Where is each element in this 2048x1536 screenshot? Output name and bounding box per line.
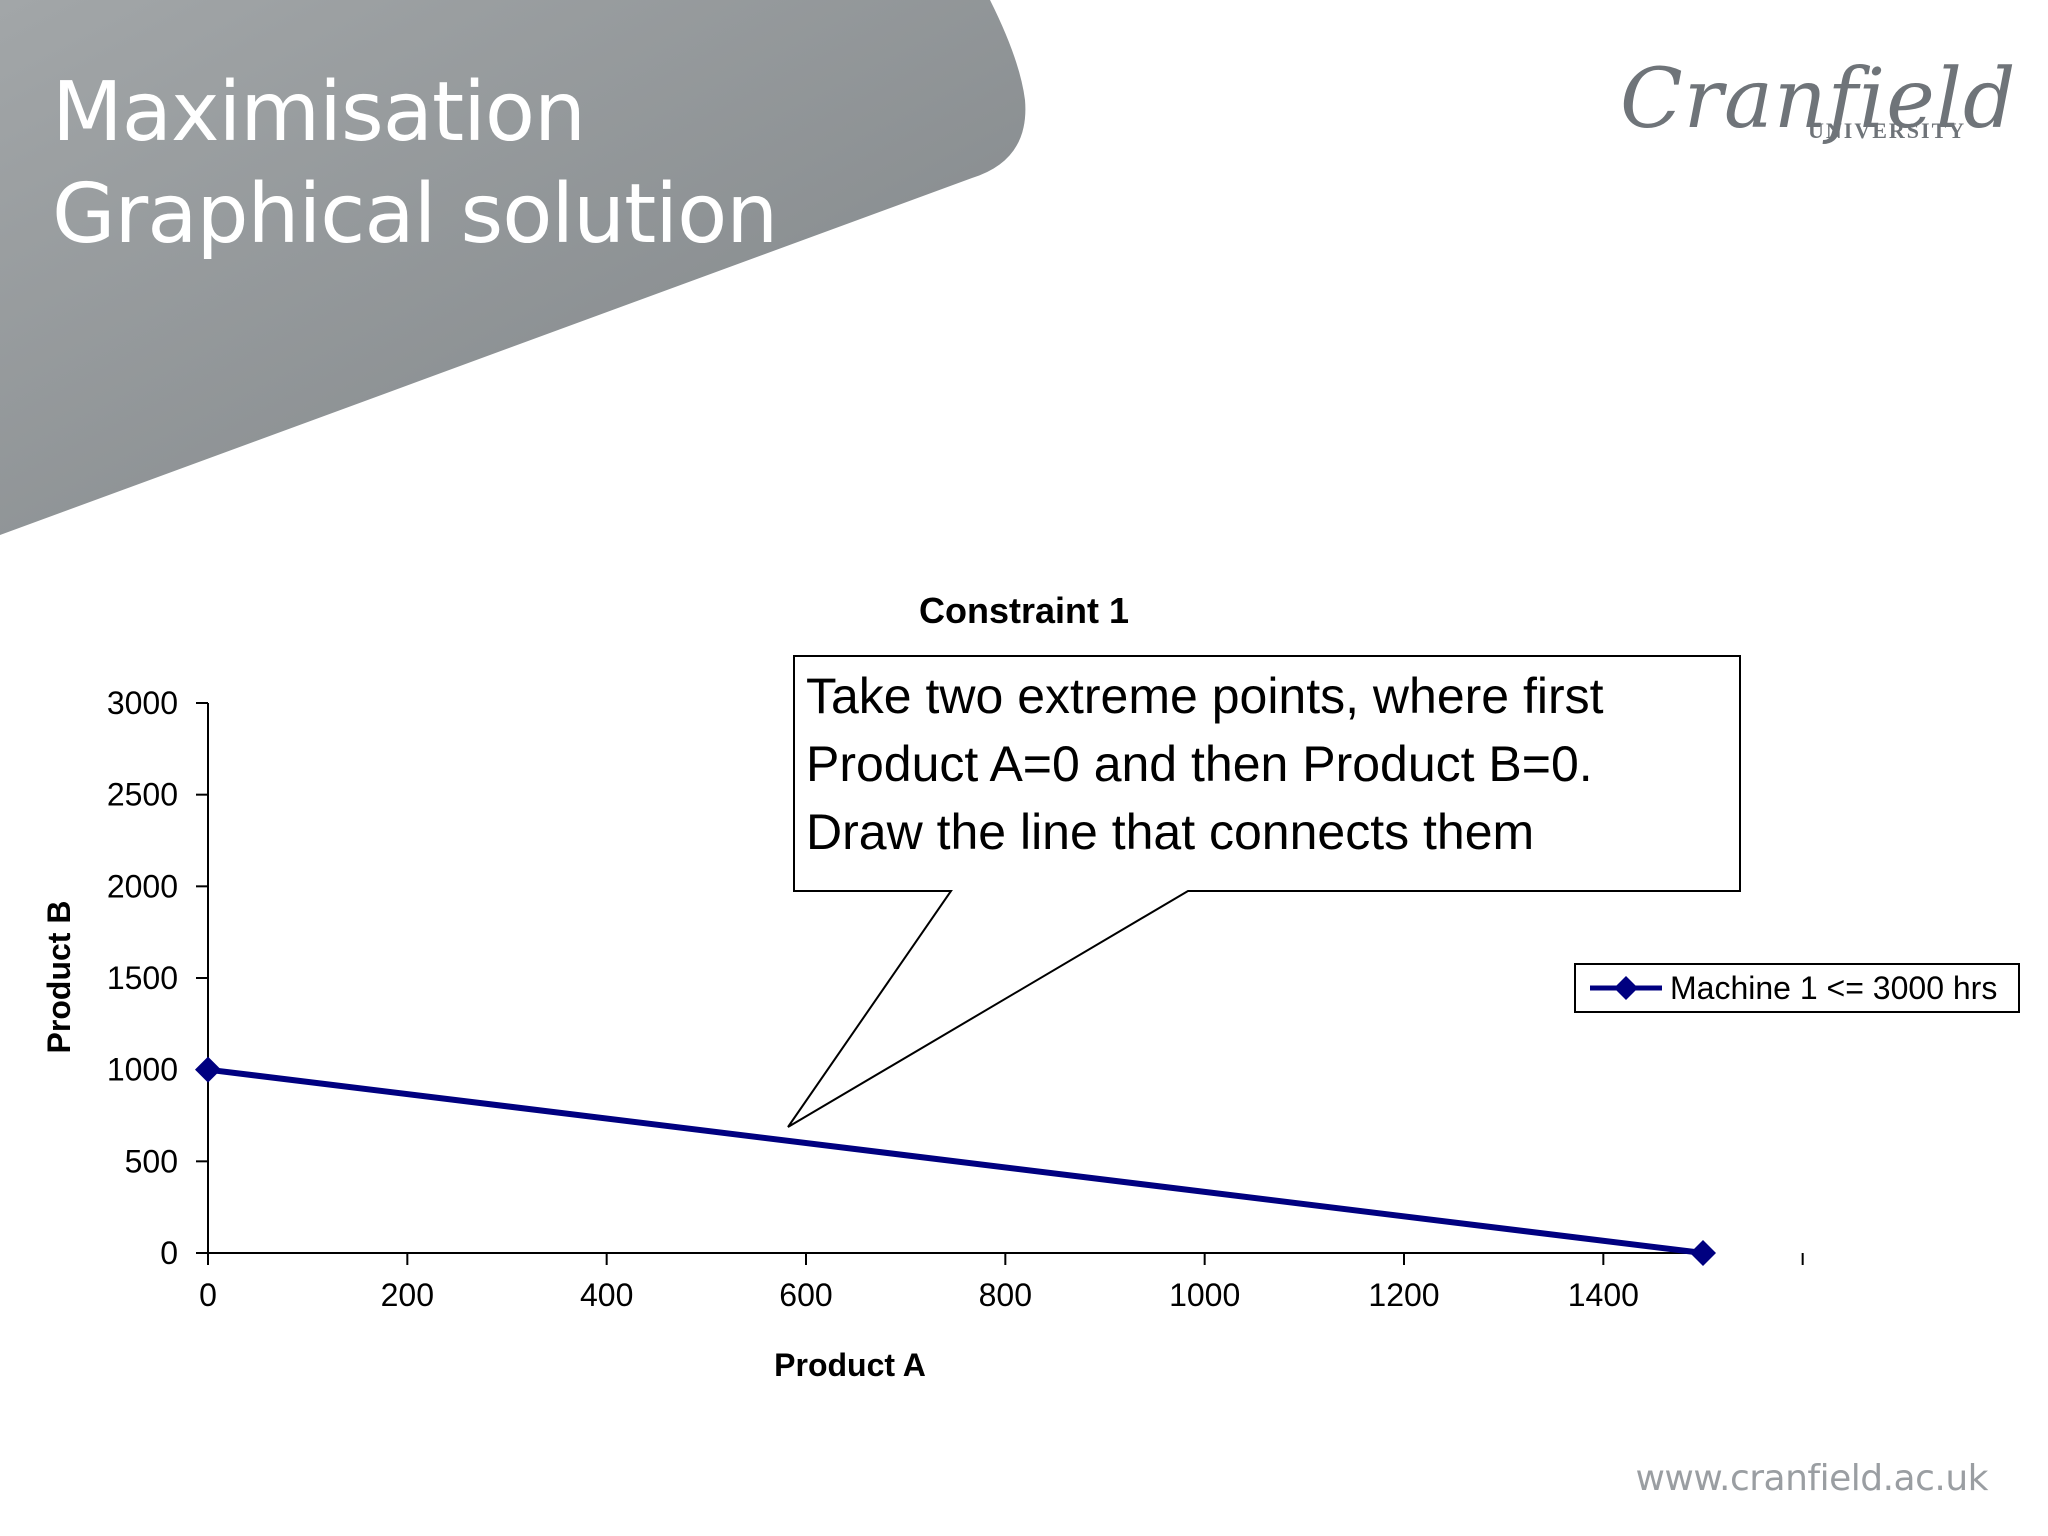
x-tick-label: 1000 <box>1169 1277 1240 1313</box>
callout-line-1: Take two extreme points, where first <box>806 668 1604 724</box>
x-axis-label: Product A <box>774 1347 926 1383</box>
title-line-2: Graphical solution <box>52 167 778 262</box>
callout-box <box>787 655 1741 1128</box>
y-tick-label: 1500 <box>107 960 178 996</box>
x-tick-label: 1400 <box>1568 1277 1639 1313</box>
callout-text: Take two extreme points, where first Pro… <box>806 662 1726 866</box>
callout-line-2: Product A=0 and then Product B=0. <box>806 736 1593 792</box>
cranfield-logo: Cranfield UNIVERSITY <box>1620 52 2015 162</box>
chart-legend: Machine 1 <= 3000 hrs <box>1574 963 2020 1013</box>
y-tick-label: 2000 <box>107 868 178 904</box>
y-tick-label: 0 <box>160 1235 178 1271</box>
x-tick-label: 1200 <box>1368 1277 1439 1313</box>
constraint-chart: Constraint 1 0 500 1000 1500 2000 2500 3000 0 20… <box>41 590 1804 1383</box>
x-tick-label: 600 <box>779 1277 832 1313</box>
x-tick-label: 200 <box>381 1277 434 1313</box>
chart-title: Constraint 1 <box>919 590 1129 631</box>
header-banner <box>0 0 1026 535</box>
chart-series <box>195 1056 1716 1266</box>
slide-title: Maximisation Graphical solution <box>52 62 778 266</box>
chart-axes: 0 500 1000 1500 2000 2500 3000 0 200 400 600 800 100… <box>107 685 1804 1313</box>
y-axis-label: Product B <box>41 901 77 1054</box>
legend-label: Machine 1 <= 3000 hrs <box>1670 969 1998 1006</box>
y-tick-label: 3000 <box>107 685 178 721</box>
y-tick-label: 500 <box>125 1143 178 1179</box>
logo-wordmark: Cranfield <box>1620 52 2017 147</box>
y-tick-label: 1000 <box>107 1052 178 1088</box>
title-line-1: Maximisation <box>52 65 586 160</box>
x-tick-label: 800 <box>979 1277 1032 1313</box>
x-tick-label: 0 <box>199 1277 217 1313</box>
y-tick-label: 2500 <box>107 777 178 813</box>
x-tick-label: 400 <box>580 1277 633 1313</box>
callout-line-3: Draw the line that connects them <box>806 804 1535 860</box>
series-line <box>207 1066 1704 1256</box>
logo-subtitle: UNIVERSITY <box>1808 118 1967 143</box>
data-point <box>195 1056 221 1083</box>
legend-symbol <box>1590 976 1662 1000</box>
data-point <box>1690 1240 1716 1266</box>
footer-url: www.cranfield.ac.uk <box>1635 1458 1988 1499</box>
